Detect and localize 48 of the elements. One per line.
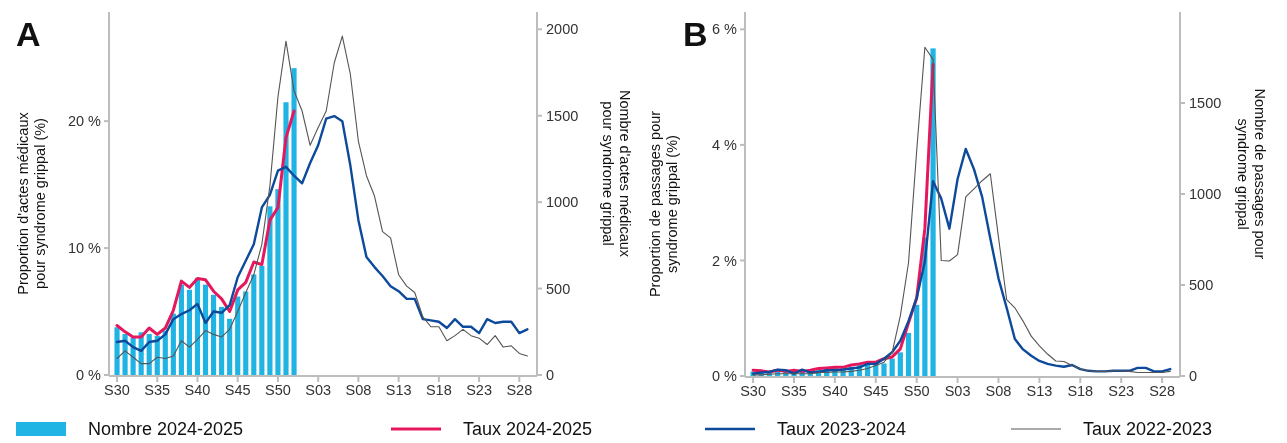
x-tick-label: S23 [1108,383,1135,399]
x-tick-label: S30 [104,382,130,398]
y2-axis-title: Nombre d'actes médicaux pour syndrome grippal [600,89,633,258]
y-tick-label: 6 % [712,21,738,38]
y-tick-label: 4 % [712,136,738,153]
x-tick-label: S08 [345,382,372,398]
x-tick-label: S50 [903,383,930,399]
y2-tick-label: 0 [1189,368,1198,385]
y-tick-label: 20 % [67,113,102,130]
x-tick-label: S23 [466,382,492,398]
y2-tick-label: 1000 [1189,186,1222,203]
y2-tick-label: 500 [546,280,571,297]
y2-tick-label: 1500 [1189,95,1222,112]
x-tick-label: S28 [506,382,533,398]
y-tick-label: 10 % [67,240,102,257]
y-axis-title: Proportion d'actes médicaux pour syndrome grippal (%) [15,111,48,295]
legend-label: Taux 2022-2023 [1083,419,1213,440]
x-tick-label: S30 [740,383,766,399]
y2-tick-label: 1500 [546,107,579,124]
y2-tick-label: 0 [546,367,555,384]
y2-axis-title: Nombre de passages pour syndrome grippal [1235,88,1268,260]
y2-tick-label: 500 [1189,277,1214,294]
x-tick-label: S08 [985,383,1012,399]
y-tick-label: 2 % [712,252,738,269]
x-tick-label: S28 [1149,383,1175,399]
chart-title: A [16,15,41,53]
x-tick-label: S50 [265,382,291,398]
x-tick-label: S40 [184,382,211,398]
y-tick-label: 0 % [76,367,102,384]
x-tick-label: S13 [1026,383,1053,399]
x-tick-label: S45 [862,383,889,399]
legend-label: Taux 2023-2024 [777,419,907,440]
x-tick-label: S18 [425,382,452,398]
legend-label: Nombre 2024-2025 [88,419,244,440]
y-axis-title: Proportion de passages pour syndrome grippal (%) [647,110,680,298]
x-tick-label: S40 [821,383,848,399]
x-tick-label: S18 [1067,383,1094,399]
x-tick-label: S13 [385,382,412,398]
chart-title: B [683,15,708,53]
x-tick-label: S03 [944,383,971,399]
legend-label: Taux 2024-2025 [463,419,593,440]
y-tick-label: 0 % [712,368,738,385]
y2-tick-label: 2000 [546,21,579,38]
x-tick-label: S35 [781,383,807,399]
x-tick-label: S35 [144,382,171,398]
x-tick-label: S45 [224,382,251,398]
x-tick-label: S03 [305,382,332,398]
y2-tick-label: 1000 [546,194,579,211]
